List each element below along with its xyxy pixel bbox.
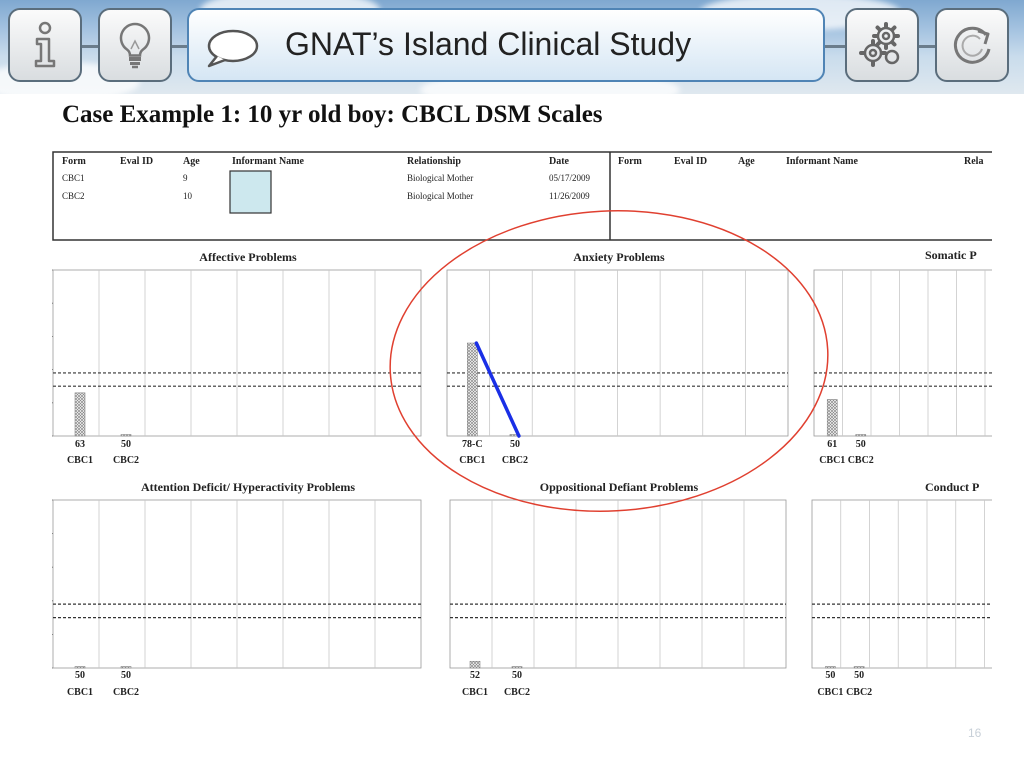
- bar-category-label: CBC1: [819, 455, 845, 466]
- connector-line: [82, 45, 98, 48]
- bar-value-label: 50: [856, 439, 866, 450]
- score-bar: [469, 660, 481, 669]
- table-header-cell: Form: [618, 156, 643, 167]
- table-header-cell: Age: [183, 156, 200, 167]
- table-header-cell: Rela: [964, 156, 983, 167]
- refresh-button[interactable]: [935, 8, 1009, 82]
- score-bar: [825, 666, 836, 669]
- table-cell-form: CBC2: [62, 191, 85, 201]
- bar-category-label: CBC1: [67, 455, 93, 466]
- score-bar: [853, 666, 865, 669]
- score-bar: [826, 399, 838, 437]
- table-cell-age: 10: [183, 191, 193, 201]
- bar-value-label: 50: [854, 670, 864, 681]
- connector-line: [918, 45, 936, 48]
- table-cell-age: 9: [183, 173, 188, 183]
- bar-value-label: 50: [121, 439, 131, 450]
- table-header-cell: Age: [738, 156, 755, 167]
- info-icon: [34, 21, 56, 68]
- table-header-cell: Date: [549, 156, 570, 167]
- lightbulb-icon: [119, 22, 151, 69]
- chart-plot-area: [813, 269, 992, 437]
- redaction-box: [229, 170, 272, 214]
- scale-chart: Oppositional Defiant Problems 52 CBC1 50 CBC…: [449, 480, 787, 698]
- table-header-cell: Informant Name: [786, 156, 858, 167]
- score-bar: [120, 434, 132, 437]
- chart-grid: Affective Problems10090807060≤ 50TSCORE6…: [52, 248, 992, 698]
- bar-category-label: CBC2: [846, 687, 872, 698]
- bar-value-label: 50: [510, 439, 520, 450]
- table-header-cell: Eval ID: [120, 156, 153, 167]
- chart-title: Affective Problems: [199, 250, 297, 264]
- scale-chart: Attention Deficit/ Hyperactivity Problem…: [52, 480, 422, 698]
- bar-category-label: CBC1: [67, 687, 93, 698]
- chart-title: Attention Deficit/ Hyperactivity Problem…: [141, 480, 355, 494]
- table-cell-relationship: Biological Mother: [407, 191, 473, 201]
- table-header-cell: Relationship: [407, 156, 461, 167]
- speech-bubble-icon[interactable]: [203, 28, 259, 68]
- table-cell-date: 05/17/2009: [549, 173, 591, 183]
- score-bar: [120, 666, 132, 669]
- score-bar: [467, 342, 478, 437]
- score-bar: [74, 666, 86, 669]
- bar-category-label: CBC2: [504, 687, 530, 698]
- bar-category-label: CBC2: [848, 455, 874, 466]
- bar-value-label: 50: [75, 670, 85, 681]
- table-header-cell: Form: [62, 156, 87, 167]
- score-bar: [74, 392, 86, 437]
- score-bar: [511, 666, 523, 669]
- table-cell-relationship: Biological Mother: [407, 173, 473, 183]
- table-cell-date: 11/26/2009: [549, 191, 590, 201]
- informant-table: Form Eval ID Age Informant Name Relationship…: [52, 151, 992, 241]
- table-header-right: Form Eval ID Age Informant Name Rela: [618, 156, 983, 167]
- trend-line: [474, 341, 521, 438]
- gears-icon: [859, 22, 900, 67]
- top-navigation-bar: GNAT’s Island Clinical Study: [0, 0, 1024, 94]
- info-button[interactable]: [8, 8, 82, 82]
- chart-plot-area: [811, 499, 992, 669]
- scale-chart: Anxiety Problems 78-C CBC1 50 CBC2: [446, 250, 789, 466]
- refresh-icon: [953, 26, 991, 64]
- bar-value-label: 78-C: [462, 439, 483, 450]
- title-banner: GNAT’s Island Clinical Study: [187, 8, 825, 82]
- bar-value-label: 63: [75, 439, 85, 450]
- scale-chart: Somatic P 61 CBC1 50 CBC2: [813, 248, 992, 466]
- bar-value-label: 50: [512, 670, 522, 681]
- bar-category-label: CBC1: [817, 687, 843, 698]
- chart-title: Conduct P: [925, 480, 979, 494]
- page-number: 16: [968, 726, 982, 740]
- table-header-cell: Informant Name: [232, 156, 304, 167]
- chart-title: Somatic P: [925, 248, 977, 262]
- bar-category-label: CBC2: [113, 687, 139, 698]
- table-row: CBC2 10 Biological Mother 11/26/2009: [62, 191, 590, 201]
- bar-category-label: CBC1: [462, 687, 488, 698]
- idea-button[interactable]: [98, 8, 172, 82]
- slide-subheading: Case Example 1: 10 yr old boy: CBCL DSM …: [62, 101, 603, 128]
- table-header-left: Form Eval ID Age Informant Name Relationship…: [62, 156, 570, 167]
- table-cell-form: CBC1: [62, 173, 85, 183]
- bar-value-label: 52: [470, 670, 480, 681]
- slide-title: GNAT’s Island Clinical Study: [285, 26, 692, 62]
- chart-title: Anxiety Problems: [573, 250, 665, 264]
- bar-category-label: CBC2: [113, 455, 139, 466]
- chart-title: Oppositional Defiant Problems: [540, 480, 699, 494]
- scale-chart: Affective Problems10090807060≤ 50TSCORE6…: [52, 250, 422, 466]
- bar-value-label: 61: [827, 439, 837, 450]
- connector-line: [172, 45, 188, 48]
- bar-category-label: CBC1: [459, 455, 485, 466]
- settings-button[interactable]: [845, 8, 919, 82]
- bar-value-label: 50: [121, 670, 131, 681]
- score-bar: [855, 434, 867, 437]
- scale-chart: Conduct P 50 CBC1 50 CBC2: [811, 480, 992, 698]
- bar-category-label: CBC2: [502, 455, 528, 466]
- table-row: CBC1 9 Biological Mother 05/17/2009: [62, 173, 591, 183]
- bar-value-label: 50: [825, 670, 835, 681]
- table-rows: CBC1 9 Biological Mother 05/17/2009 CBC2 10 Bi…: [62, 173, 591, 201]
- cbcl-report: Form Eval ID Age Informant Name Relationship…: [52, 150, 992, 700]
- table-header-cell: Eval ID: [674, 156, 707, 167]
- connector-line: [824, 45, 846, 48]
- annotation-circle: [389, 210, 829, 512]
- cbcl-report-graphic: Form Eval ID Age Informant Name Relationship…: [52, 151, 992, 698]
